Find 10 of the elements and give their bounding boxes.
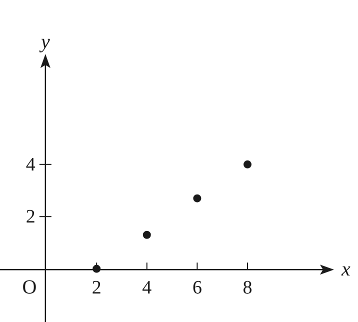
x-tick-label: 2 [92,278,102,299]
point [193,194,202,202]
x-tick-label: 4 [142,278,152,299]
point [142,230,151,239]
x-axis-title: x [340,258,351,281]
annotation: O [22,276,37,299]
x-tick-label: 8 [242,278,252,299]
y-axis-title: y [38,31,50,53]
x-tick-label: 6 [192,278,202,299]
point [244,160,252,168]
